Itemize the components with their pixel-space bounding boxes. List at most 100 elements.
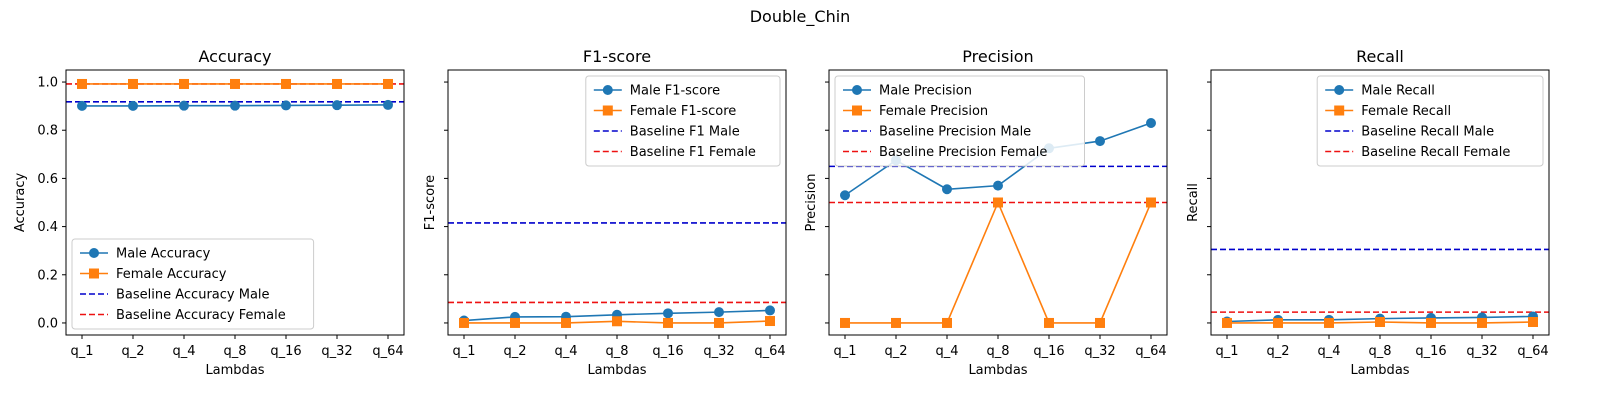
legend-label: Female F1-score <box>630 104 737 119</box>
x-tick-label: q_32 <box>321 344 352 359</box>
legend-label: Baseline F1 Male <box>630 125 740 140</box>
male-point <box>281 100 291 111</box>
female-point <box>332 78 342 89</box>
x-tick-label: q_64 <box>1135 344 1166 359</box>
y-tick-label: 0.4 <box>37 220 58 235</box>
female-point <box>942 317 952 328</box>
male-point <box>332 100 342 111</box>
female-point <box>891 317 901 328</box>
legend-entry: Baseline F1 Male <box>593 125 740 140</box>
y-tick-label: 1.0 <box>37 76 58 91</box>
legend-label: Male Precision <box>879 84 972 99</box>
legend-frame <box>71 238 315 330</box>
x-tick-label: q_8 <box>605 344 628 359</box>
female-point <box>765 316 775 327</box>
x-tick-label: q_1 <box>833 344 856 359</box>
legend-marker <box>602 105 613 116</box>
x-tick-label: q_16 <box>1033 344 1064 359</box>
x-axis-label: Lambdas <box>1350 363 1409 378</box>
legend-label: Female Accuracy <box>116 267 227 282</box>
legend-label: Baseline Accuracy Male <box>116 288 270 303</box>
male-point <box>179 100 189 111</box>
y-axis-label: Precision <box>804 173 819 231</box>
subplot-precision: Precision q_1 q_2 q_4 q_8 q_16 q_32 q_64 Lambdas… <box>804 47 1168 378</box>
legend-label: Male F1-score <box>630 84 720 99</box>
legend: Male F1-score Female F1-score Baseline F1 … <box>585 75 781 167</box>
legend-frame <box>1316 75 1544 167</box>
female-point <box>663 317 673 328</box>
legend: Male Accuracy Female Accuracy Baseline Acc… <box>71 238 315 330</box>
plot-frame <box>447 69 787 336</box>
male-point <box>128 100 138 111</box>
female-point <box>993 197 1003 208</box>
y-axis-label: Recall <box>1186 183 1201 222</box>
legend-entry: Female Recall <box>1325 104 1451 119</box>
male-point <box>840 190 850 201</box>
y-tick-label: 0.6 <box>37 172 58 187</box>
female-point <box>1477 317 1487 328</box>
legend-entry: Baseline Accuracy Male <box>80 288 270 303</box>
legend-entry: Female Precision <box>843 104 988 119</box>
legend-frame <box>834 75 1085 167</box>
legend-entry: Baseline Recall Female <box>1325 145 1510 160</box>
x-tick-label: q_8 <box>223 344 246 359</box>
legend-entry: Baseline Precision Female <box>843 145 1047 160</box>
male-point <box>1095 136 1105 147</box>
legend-label: Female Precision <box>879 104 988 119</box>
male-point <box>77 100 87 111</box>
x-axis-label: Lambdas <box>968 363 1027 378</box>
legend-entry: Baseline Precision Male <box>843 125 1031 140</box>
y-tick-label: 0.0 <box>37 316 58 331</box>
x-tick-label: q_4 <box>554 344 577 359</box>
x-tick-label: q_16 <box>1415 344 1446 359</box>
male-point <box>993 180 1003 191</box>
female-point <box>459 317 469 328</box>
subplot-f1-score: F1-score q_1 q_2 q_4 q_8 q_16 q_32 q_64 Lambdas F… <box>423 47 787 378</box>
y-axis-label: Accuracy <box>13 173 28 233</box>
female-point <box>561 317 571 328</box>
subplot-accuracy: Accuracy 0.0 0.2 0.4 0.6 0.8 1.0 q_1 q_2 q_4 q_8 q_… <box>13 47 405 378</box>
subplot-title: F1-score <box>583 47 651 66</box>
x-axis-label: Lambdas <box>587 363 646 378</box>
legend-entry: Male Accuracy <box>80 247 211 262</box>
x-tick-label: q_4 <box>935 344 958 359</box>
legend-marker <box>852 105 862 116</box>
male-point <box>765 305 775 316</box>
x-tick-label: q_64 <box>372 344 403 359</box>
x-tick-label: q_16 <box>652 344 683 359</box>
x-tick-label: q_8 <box>986 344 1009 359</box>
legend-label: Female Recall <box>1361 104 1451 119</box>
legend-entry: Male Recall <box>1325 84 1435 99</box>
legend-marker <box>1334 105 1345 116</box>
legend-entry: Female Accuracy <box>80 267 227 282</box>
x-tick-label: q_2 <box>121 344 144 359</box>
legend-entry: Baseline Recall Male <box>1325 125 1494 140</box>
legend-marker <box>1334 85 1345 95</box>
female-point <box>840 317 850 328</box>
legend-marker <box>89 268 99 279</box>
female-point <box>230 78 240 89</box>
legend-entry: Baseline Accuracy Female <box>80 308 286 323</box>
legend-entry: Male Precision <box>843 84 972 99</box>
legend-entry: Female F1-score <box>593 104 737 119</box>
female-point <box>1324 317 1334 328</box>
female-point <box>1375 316 1385 327</box>
legend-label: Baseline Recall Male <box>1361 125 1494 140</box>
figure-suptitle: Double_Chin <box>750 7 851 27</box>
legend-label: Baseline Precision Female <box>879 145 1047 160</box>
female-point <box>179 78 189 89</box>
x-axis-label: Lambdas <box>205 363 264 378</box>
legend-label: Baseline Precision Male <box>879 125 1031 140</box>
male-point <box>1146 118 1156 128</box>
legend-label: Male Accuracy <box>116 247 211 262</box>
female-point <box>1146 197 1156 208</box>
male-point <box>714 307 724 318</box>
legend: Male Precision Female Precision Baseline P… <box>834 75 1085 167</box>
female-point <box>1426 317 1436 328</box>
legend-label: Baseline Recall Female <box>1361 145 1510 160</box>
female-point <box>1273 317 1283 328</box>
female-point <box>714 317 724 328</box>
subplot-title: Accuracy <box>198 47 271 66</box>
x-tick-label: q_4 <box>172 344 195 359</box>
